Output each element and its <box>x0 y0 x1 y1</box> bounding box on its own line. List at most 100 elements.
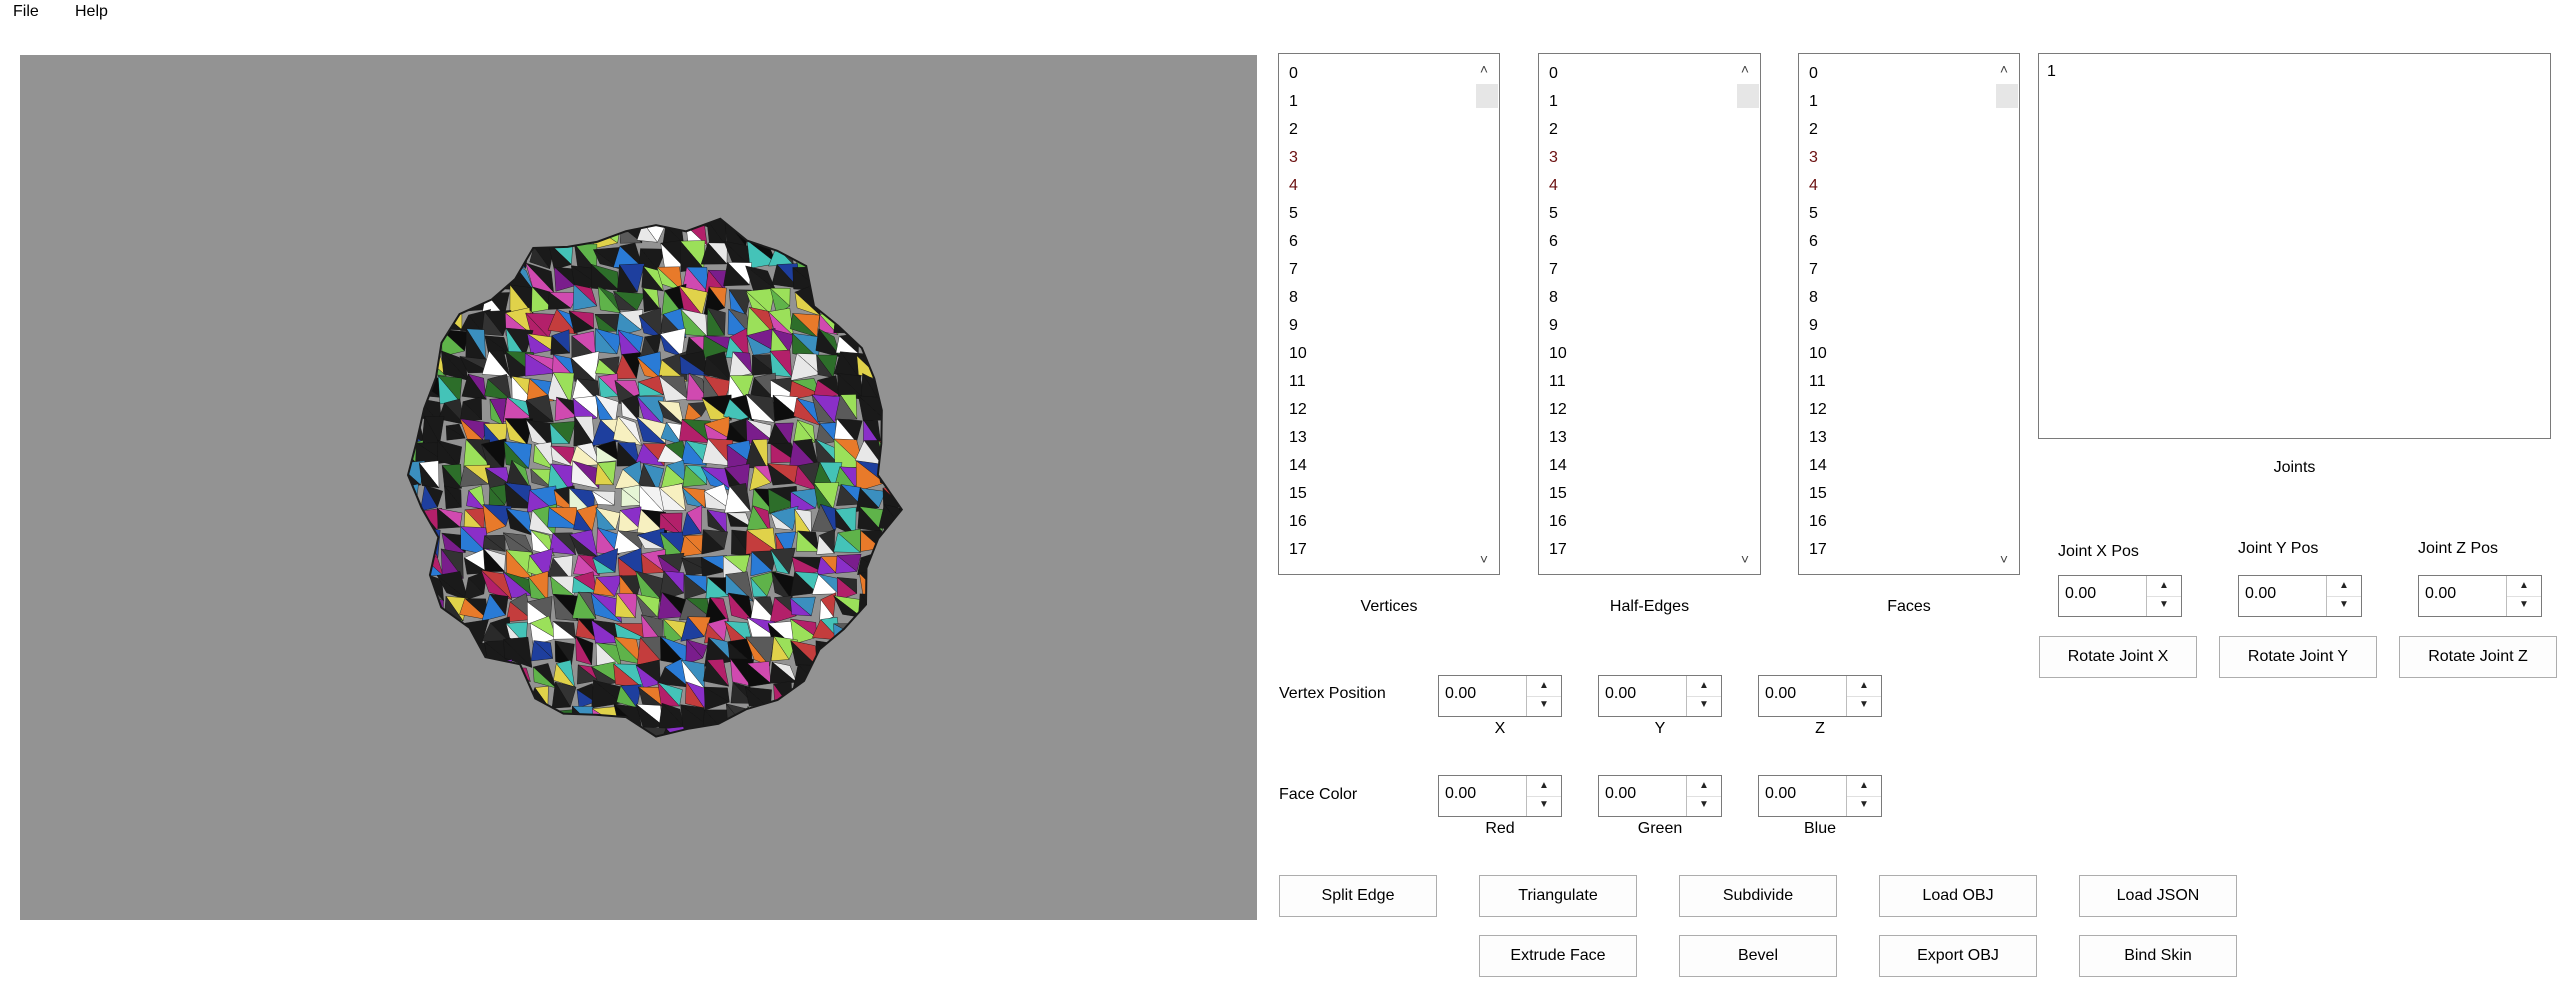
vertex-y-spinbox[interactable]: 0.00 ▲ ▼ <box>1598 675 1722 717</box>
decrement-icon[interactable]: ▼ <box>1859 699 1869 710</box>
increment-icon[interactable]: ▲ <box>1527 676 1561 697</box>
scroll-up-icon[interactable]: ˄ <box>1999 61 2009 77</box>
decrement-icon[interactable]: ▼ <box>1699 799 1709 810</box>
decrement-icon[interactable]: ▼ <box>1699 699 1709 710</box>
load-obj-button[interactable]: Load OBJ <box>1879 875 2037 917</box>
joint-y-pos-value[interactable]: 0.00 <box>2245 585 2277 602</box>
joint-z-pos-spinbox[interactable]: 0.00 ▲ ▼ <box>2418 575 2542 617</box>
split-edge-button[interactable]: Split Edge <box>1279 875 1437 917</box>
faces-scrollbar[interactable]: ˄ ˅ <box>1989 54 2019 574</box>
list-item[interactable]: 2 <box>1549 121 1558 138</box>
list-item[interactable]: 1 <box>1809 93 1818 110</box>
face-blue-spinbox[interactable]: 0.00 ▲ ▼ <box>1758 775 1882 817</box>
vertex-z-value[interactable]: 0.00 <box>1765 685 1797 702</box>
list-item[interactable]: 11 <box>1289 373 1306 390</box>
list-item[interactable]: 8 <box>1289 289 1298 306</box>
list-item[interactable]: 9 <box>1809 317 1818 334</box>
vertex-z-spinbox[interactable]: 0.00 ▲ ▼ <box>1758 675 1882 717</box>
list-item[interactable]: 14 <box>1549 457 1567 474</box>
list-item[interactable]: 16 <box>1549 513 1567 530</box>
list-item[interactable]: 7 <box>1549 261 1558 278</box>
vertex-y-value[interactable]: 0.00 <box>1605 685 1637 702</box>
extrude-face-button[interactable]: Extrude Face <box>1479 935 1637 977</box>
list-item[interactable]: 13 <box>1289 429 1307 446</box>
vertex-x-spinbox[interactable]: 0.00 ▲ ▼ <box>1438 675 1562 717</box>
increment-icon[interactable]: ▲ <box>1847 776 1881 797</box>
rotate-joint-z-button[interactable]: Rotate Joint Z <box>2399 636 2557 678</box>
scroll-thumb[interactable] <box>1476 84 1498 108</box>
triangulate-button[interactable]: Triangulate <box>1479 875 1637 917</box>
list-item[interactable]: 15 <box>1289 485 1307 502</box>
scroll-thumb[interactable] <box>1996 84 2018 108</box>
list-item[interactable]: 11 <box>1549 373 1566 390</box>
list-item[interactable]: 1 <box>2047 63 2056 80</box>
list-item[interactable]: 14 <box>1289 457 1307 474</box>
list-item[interactable]: 3 <box>1549 149 1558 166</box>
list-item[interactable]: 13 <box>1549 429 1567 446</box>
list-item[interactable]: 3 <box>1809 149 1818 166</box>
list-item[interactable]: 17 <box>1289 541 1307 558</box>
list-item[interactable]: 14 <box>1809 457 1827 474</box>
joints-tree[interactable]: 1 <box>2038 53 2551 439</box>
face-red-value[interactable]: 0.00 <box>1445 785 1477 802</box>
rotate-joint-y-button[interactable]: Rotate Joint Y <box>2219 636 2377 678</box>
list-item[interactable]: 6 <box>1549 233 1558 250</box>
list-item[interactable]: 10 <box>1809 345 1827 362</box>
faces-list[interactable]: 0 1 2 3 4 5 6 7 8 9 10 11 12 13 14 15 16 17 ˄ ˅ <box>1798 53 2020 575</box>
increment-icon[interactable]: ▲ <box>1527 776 1561 797</box>
decrement-icon[interactable]: ▼ <box>2519 599 2529 610</box>
decrement-icon[interactable]: ▼ <box>2159 599 2169 610</box>
scroll-down-icon[interactable]: ˅ <box>1740 551 1750 567</box>
bind-skin-button[interactable]: Bind Skin <box>2079 935 2237 977</box>
list-item[interactable]: 0 <box>1549 65 1558 82</box>
list-item[interactable]: 12 <box>1809 401 1827 418</box>
list-item[interactable]: 1 <box>1289 93 1298 110</box>
list-item[interactable]: 6 <box>1809 233 1818 250</box>
decrement-icon[interactable]: ▼ <box>1539 699 1549 710</box>
increment-icon[interactable]: ▲ <box>2327 576 2361 597</box>
decrement-icon[interactable]: ▼ <box>1539 799 1549 810</box>
vertices-scrollbar[interactable]: ˄ ˅ <box>1469 54 1499 574</box>
face-red-spinbox[interactable]: 0.00 ▲ ▼ <box>1438 775 1562 817</box>
joint-x-pos-value[interactable]: 0.00 <box>2065 585 2097 602</box>
increment-icon[interactable]: ▲ <box>2507 576 2541 597</box>
list-item[interactable]: 8 <box>1809 289 1818 306</box>
list-item[interactable]: 1 <box>1549 93 1558 110</box>
list-item[interactable]: 4 <box>1809 177 1818 194</box>
scroll-up-icon[interactable]: ˄ <box>1740 61 1750 77</box>
face-green-value[interactable]: 0.00 <box>1605 785 1637 802</box>
rotate-joint-x-button[interactable]: Rotate Joint X <box>2039 636 2197 678</box>
bevel-button[interactable]: Bevel <box>1679 935 1837 977</box>
list-item[interactable]: 2 <box>1289 121 1298 138</box>
list-item[interactable]: 11 <box>1809 373 1826 390</box>
list-item[interactable]: 9 <box>1289 317 1298 334</box>
list-item[interactable]: 5 <box>1809 205 1818 222</box>
list-item[interactable]: 10 <box>1549 345 1567 362</box>
list-item[interactable]: 13 <box>1809 429 1827 446</box>
increment-icon[interactable]: ▲ <box>1687 676 1721 697</box>
list-item[interactable]: 4 <box>1289 177 1298 194</box>
decrement-icon[interactable]: ▼ <box>1859 799 1869 810</box>
increment-icon[interactable]: ▲ <box>1847 676 1881 697</box>
list-item[interactable]: 3 <box>1289 149 1298 166</box>
list-item[interactable]: 12 <box>1289 401 1307 418</box>
list-item[interactable]: 16 <box>1289 513 1307 530</box>
scroll-thumb[interactable] <box>1737 84 1759 108</box>
face-blue-value[interactable]: 0.00 <box>1765 785 1797 802</box>
decrement-icon[interactable]: ▼ <box>2339 599 2349 610</box>
subdivide-button[interactable]: Subdivide <box>1679 875 1837 917</box>
vertices-list[interactable]: 0 1 2 3 4 5 6 7 8 9 10 11 12 13 14 15 16 17 ˄ ˅ <box>1278 53 1500 575</box>
list-item[interactable]: 4 <box>1549 177 1558 194</box>
half-edges-scrollbar[interactable]: ˄ ˅ <box>1730 54 1760 574</box>
menu-file[interactable]: File <box>13 3 39 20</box>
list-item[interactable]: 15 <box>1549 485 1567 502</box>
increment-icon[interactable]: ▲ <box>1687 776 1721 797</box>
list-item[interactable]: 5 <box>1549 205 1558 222</box>
list-item[interactable]: 9 <box>1549 317 1558 334</box>
scroll-down-icon[interactable]: ˅ <box>1999 551 2009 567</box>
half-edges-list[interactable]: 0 1 2 3 4 5 6 7 8 9 10 11 12 13 14 15 16 17 ˄ ˅ <box>1538 53 1761 575</box>
list-item[interactable]: 10 <box>1289 345 1307 362</box>
scroll-down-icon[interactable]: ˅ <box>1479 551 1489 567</box>
menu-help[interactable]: Help <box>75 3 108 20</box>
list-item[interactable]: 7 <box>1289 261 1298 278</box>
